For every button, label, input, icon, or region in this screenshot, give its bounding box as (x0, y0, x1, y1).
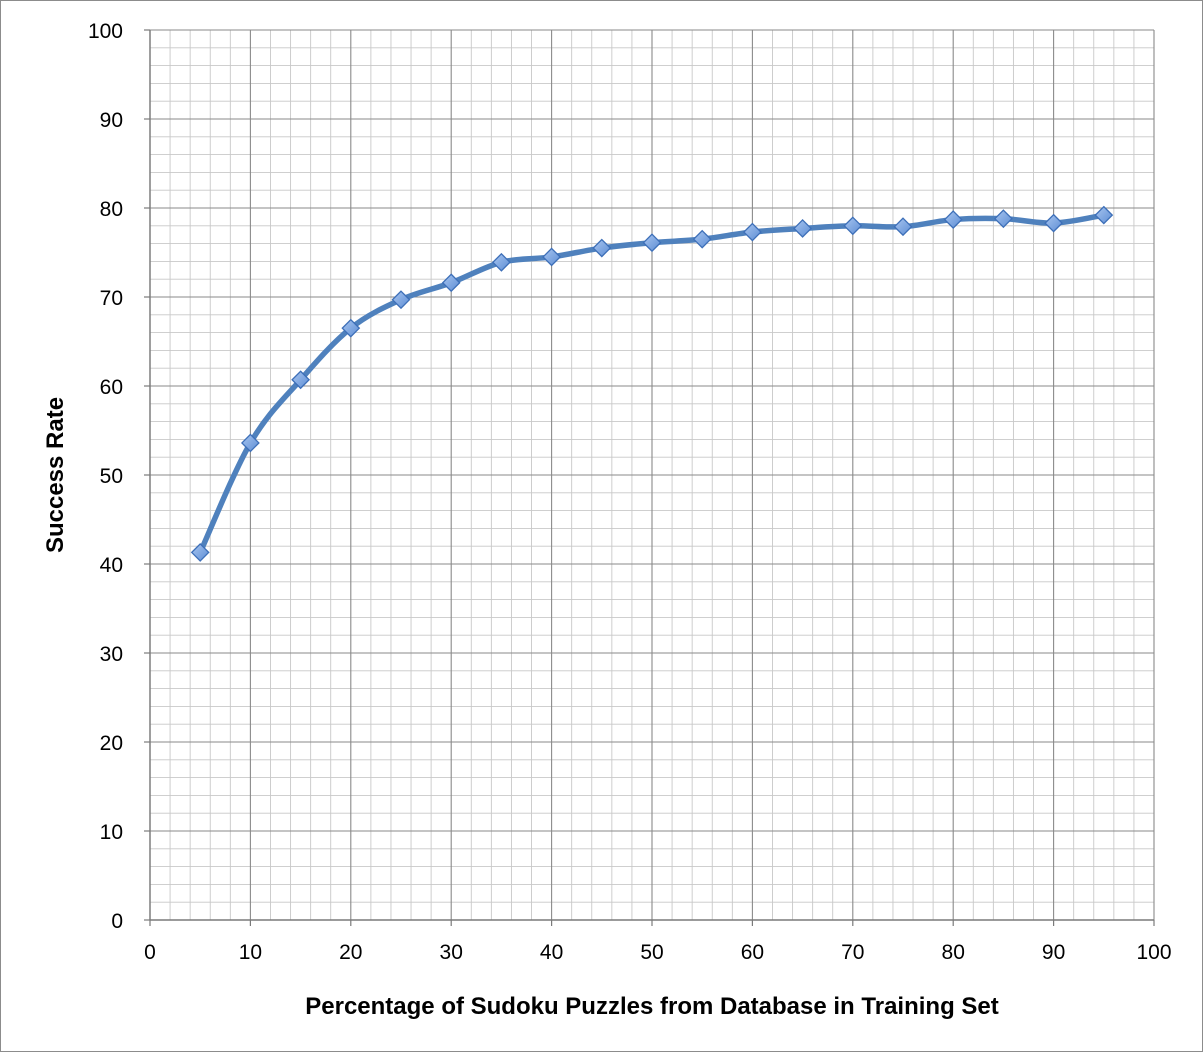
y-tick-label: 90 (100, 109, 123, 132)
data-point-marker (742, 222, 762, 242)
data-point-marker (993, 209, 1013, 229)
y-tick-label: 0 (111, 910, 123, 933)
y-tick-label: 30 (100, 643, 123, 666)
y-tick-label: 70 (100, 287, 123, 310)
y-tick-label: 60 (100, 376, 123, 399)
major-gridlines (149, 29, 1155, 921)
data-point-marker (542, 247, 562, 267)
x-tick-label: 70 (841, 941, 864, 964)
x-tick-label: 60 (741, 941, 764, 964)
data-point-marker (1094, 205, 1114, 225)
data-point-marker (893, 217, 913, 237)
y-tick-label: 80 (100, 198, 123, 221)
y-tick-labels: 0 10 20 30 40 50 60 70 80 90 100 (88, 20, 123, 933)
data-point-marker (592, 238, 612, 258)
y-axis-title: Success Rate (42, 397, 69, 553)
x-tick-label: 0 (144, 941, 156, 964)
data-point-marker (1044, 213, 1064, 233)
x-axis-title: Percentage of Sudoku Puzzles from Databa… (305, 993, 999, 1020)
x-tick-label: 30 (440, 941, 463, 964)
x-tick-label: 40 (540, 941, 563, 964)
data-point-marker (391, 290, 411, 310)
x-tick-label: 80 (942, 941, 965, 964)
axes (144, 29, 1155, 926)
x-tick-label: 100 (1136, 941, 1171, 964)
y-tick-label: 40 (100, 554, 123, 577)
data-point-marker (843, 216, 863, 236)
x-tick-label: 50 (640, 941, 663, 964)
data-markers (190, 205, 1114, 562)
data-point-marker (793, 219, 813, 238)
x-tick-label: 20 (339, 941, 362, 964)
data-point-marker (441, 273, 461, 293)
data-point-marker (341, 318, 361, 338)
x-tick-label: 90 (1042, 941, 1065, 964)
y-tick-label: 10 (100, 821, 123, 844)
data-point-marker (642, 233, 662, 253)
data-point-marker (491, 252, 511, 272)
x-tick-label: 10 (239, 941, 262, 964)
data-point-marker (692, 229, 712, 249)
data-point-marker (190, 543, 210, 562)
data-point-marker (943, 210, 963, 229)
data-point-marker (240, 433, 260, 453)
y-tick-label: 50 (100, 465, 123, 488)
x-tick-labels: 0 10 20 30 40 50 60 70 80 90 100 (144, 941, 1171, 964)
data-point-marker (291, 370, 311, 390)
y-tick-label: 20 (100, 732, 123, 755)
y-tick-label: 100 (88, 20, 123, 43)
